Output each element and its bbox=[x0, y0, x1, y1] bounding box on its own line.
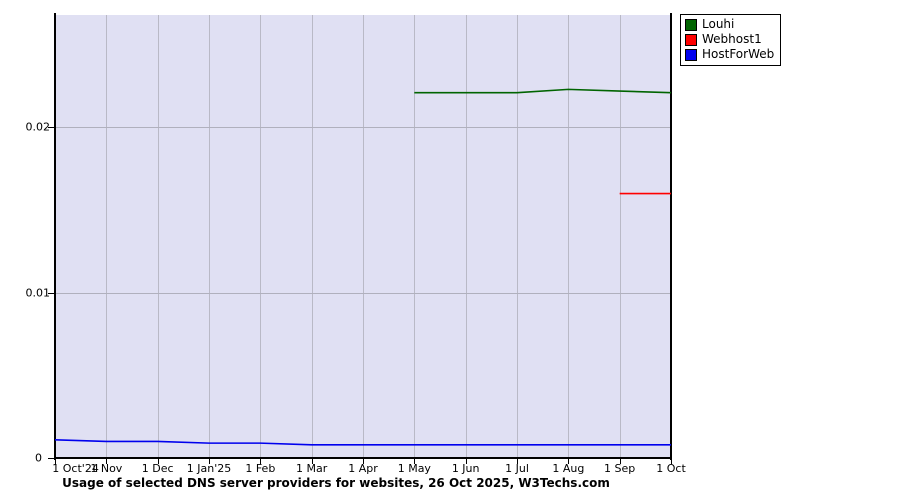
series-line-hostforweb bbox=[54, 439, 671, 446]
x-axis-tick-label: 1 Mar bbox=[296, 462, 328, 475]
gridline-vertical bbox=[106, 15, 108, 458]
y-axis-line bbox=[54, 13, 56, 460]
x-axis-tick-label: 1 Jun bbox=[451, 462, 480, 475]
x-tick bbox=[414, 458, 416, 464]
x-tick bbox=[619, 458, 621, 464]
legend-swatch-hostforweb bbox=[685, 48, 697, 61]
x-tick bbox=[568, 458, 570, 464]
x-axis-tick-label: 1 May bbox=[397, 462, 431, 475]
gridline-vertical bbox=[568, 15, 570, 458]
plot-right-border bbox=[670, 13, 672, 460]
chart-legend: Louhi Webhost1 HostForWeb bbox=[680, 14, 782, 66]
y-tick bbox=[48, 458, 56, 459]
x-axis-tick-label: 1 Oct'24 bbox=[52, 462, 99, 475]
chart-caption: Usage of selected DNS server providers f… bbox=[62, 476, 610, 490]
y-axis-tick-label: 0.01 bbox=[25, 286, 51, 300]
x-tick bbox=[363, 458, 364, 464]
legend-label-webhost1: Webhost1 bbox=[702, 32, 762, 46]
gridline-vertical bbox=[311, 15, 313, 458]
x-axis-tick-label: 1 Nov bbox=[90, 462, 123, 475]
legend-item-hostforweb[interactable]: HostForWeb bbox=[685, 47, 774, 62]
legend-swatch-louhi bbox=[685, 18, 697, 31]
x-tick bbox=[465, 458, 467, 464]
x-tick bbox=[517, 458, 518, 464]
x-axis-tick-label: 1 Feb bbox=[245, 462, 276, 475]
x-axis-tick-label: 1 Apr bbox=[348, 462, 378, 475]
legend-swatch-webhost1 bbox=[685, 33, 697, 46]
gridline-vertical bbox=[517, 15, 518, 458]
gridline-horizontal bbox=[55, 127, 671, 129]
gridline-vertical bbox=[157, 15, 159, 458]
x-tick bbox=[55, 458, 56, 464]
legend-item-louhi[interactable]: Louhi bbox=[685, 17, 774, 32]
x-axis-tick-label: 1 Sep bbox=[604, 462, 636, 475]
series-line-louhi bbox=[414, 88, 672, 94]
gridline-vertical bbox=[363, 15, 364, 458]
x-tick bbox=[260, 458, 262, 464]
gridline-vertical bbox=[619, 15, 621, 458]
x-axis-tick-label: 1 Aug bbox=[552, 462, 585, 475]
gridline-vertical bbox=[414, 15, 416, 458]
y-axis-tick-label: 0.02 bbox=[25, 120, 51, 134]
x-tick bbox=[209, 458, 210, 464]
x-axis-tick-label: 1 Dec bbox=[141, 462, 174, 475]
x-axis-line bbox=[54, 457, 672, 459]
legend-label-hostforweb: HostForWeb bbox=[702, 47, 775, 61]
gridline-horizontal bbox=[55, 292, 671, 294]
x-axis-tick-label: 1 Oct bbox=[656, 462, 686, 475]
gridline-vertical bbox=[209, 15, 210, 458]
x-tick bbox=[157, 458, 159, 464]
gridline-vertical bbox=[465, 15, 467, 458]
x-tick bbox=[106, 458, 108, 464]
y-tick bbox=[48, 127, 56, 129]
legend-item-webhost1[interactable]: Webhost1 bbox=[685, 32, 774, 47]
y-axis-tick-label: 0 bbox=[35, 451, 42, 465]
x-tick bbox=[311, 458, 313, 464]
x-axis-tick-label: 1 Jul bbox=[505, 462, 529, 475]
legend-label-louhi: Louhi bbox=[702, 17, 735, 31]
x-axis-tick-label: 1 Jan'25 bbox=[186, 462, 232, 475]
gridline-vertical bbox=[260, 15, 262, 458]
x-tick bbox=[671, 458, 672, 464]
y-tick bbox=[48, 292, 56, 294]
